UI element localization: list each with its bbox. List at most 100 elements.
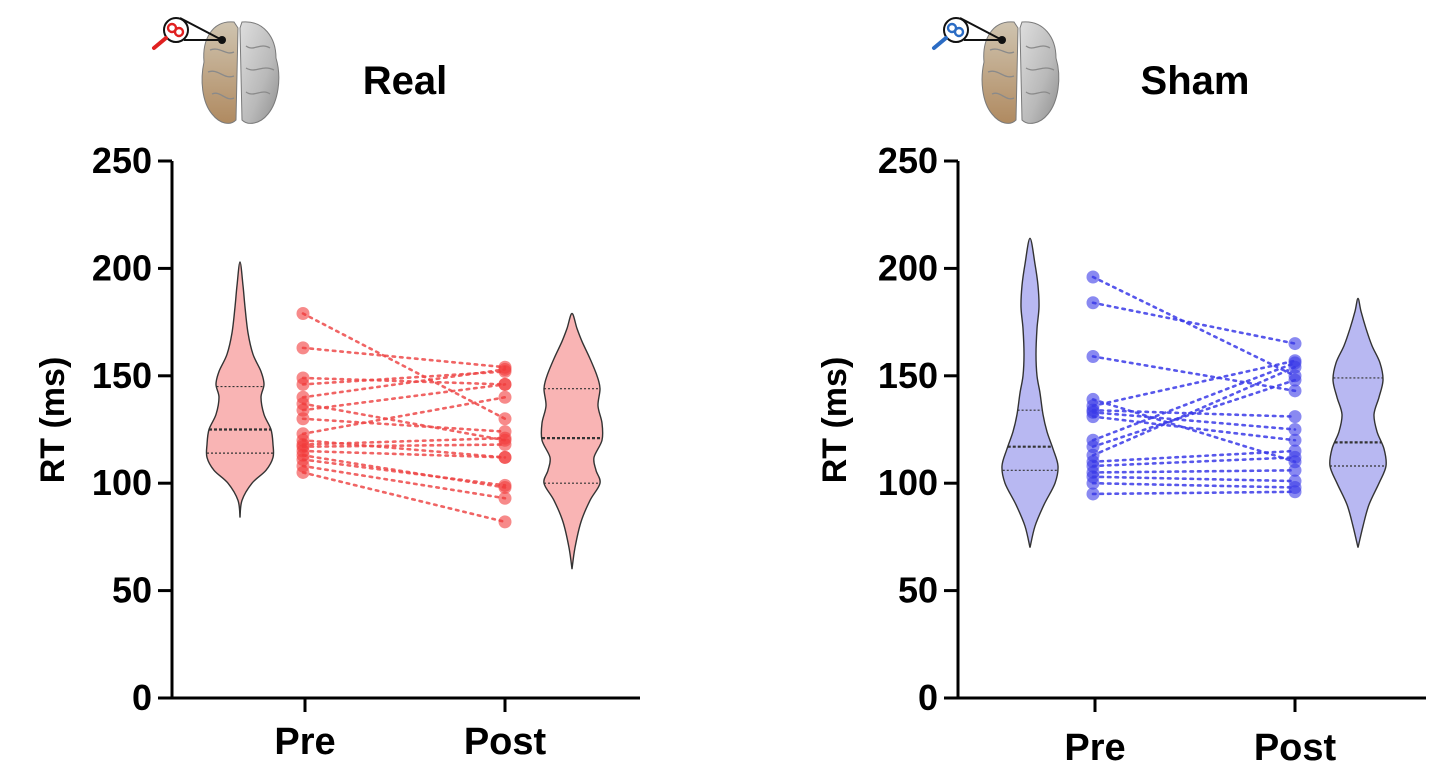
coil-handle xyxy=(152,36,168,50)
pre-point xyxy=(296,465,310,479)
paired-line xyxy=(1091,475,1297,483)
post-point xyxy=(1288,410,1302,424)
y-tick-label: 0 xyxy=(132,677,152,718)
paired-line xyxy=(301,443,507,448)
pre-point xyxy=(1086,270,1100,284)
paired-line xyxy=(301,458,507,487)
panel-title: Real xyxy=(363,59,448,103)
paired-line xyxy=(1091,469,1297,474)
post-point xyxy=(498,478,512,492)
paired-line xyxy=(301,383,507,412)
post-point xyxy=(1288,463,1302,477)
post-point xyxy=(1288,450,1302,464)
pointer-line xyxy=(959,17,1003,41)
post-point xyxy=(498,438,512,452)
post-point xyxy=(498,377,512,391)
y-tick-label: 0 xyxy=(918,677,938,718)
y-tick-label: 50 xyxy=(898,570,938,611)
y-tick-label: 200 xyxy=(878,247,938,288)
paired-line xyxy=(301,436,507,446)
pre-point xyxy=(1086,476,1100,490)
y-tick-label: 250 xyxy=(878,140,938,181)
paired-line xyxy=(1091,361,1297,442)
brain-fold xyxy=(207,70,235,78)
y-tick-label: 50 xyxy=(112,570,152,611)
post-point xyxy=(1288,485,1302,499)
y-tick-label: 150 xyxy=(878,355,938,396)
brain-fold xyxy=(245,45,271,49)
paired-line xyxy=(1091,355,1297,393)
paired-line xyxy=(1091,456,1297,468)
post-point xyxy=(1288,337,1302,351)
paired-line xyxy=(301,376,507,386)
paired-line xyxy=(1091,398,1297,464)
paired-line xyxy=(301,471,507,524)
y-axis-title: RT (ms) xyxy=(34,357,72,484)
post-point xyxy=(498,390,512,404)
paired-line xyxy=(301,417,507,433)
panel-real: Real 0 50 100 150 200 250 Pre Post RT (ms) xyxy=(34,17,640,763)
panel-sham: Sham 0 50 100 150 200 250 Pre Post RT (ms) xyxy=(816,17,1426,769)
x-tick-label: Post xyxy=(464,721,547,763)
post-point xyxy=(1288,360,1302,374)
pre-point xyxy=(296,307,310,321)
paired-line xyxy=(301,312,507,421)
x-tick-label: Pre xyxy=(1064,727,1125,769)
x-tick-label: Pre xyxy=(274,721,335,763)
violin-pre xyxy=(1001,237,1059,548)
pre-point xyxy=(1086,487,1100,501)
post-point xyxy=(498,491,512,505)
y-tick-label: 150 xyxy=(92,355,152,396)
plot-area: 0 50 100 150 200 250 Pre Post xyxy=(92,140,640,763)
brain-fold xyxy=(991,92,1015,100)
pre-point xyxy=(1086,349,1100,363)
paired-line xyxy=(1091,365,1297,457)
brain-fold xyxy=(1025,91,1051,95)
y-tick-label: 200 xyxy=(92,247,152,288)
paired-line xyxy=(1091,449,1297,464)
post-point xyxy=(1288,423,1302,436)
brain-fold xyxy=(245,91,271,95)
brain-stimulation-icon xyxy=(152,17,280,124)
paired-line xyxy=(301,449,507,459)
pre-point xyxy=(296,341,310,355)
post-point xyxy=(1288,433,1302,447)
paired-line xyxy=(301,370,507,386)
paired-line xyxy=(1091,490,1297,496)
panel-title: Sham xyxy=(1141,59,1250,103)
brain-fold xyxy=(1025,67,1055,71)
paired-line xyxy=(301,346,507,369)
y-tick-label: 100 xyxy=(92,462,152,503)
pre-point xyxy=(296,412,310,426)
brain-right-hemisphere xyxy=(239,21,280,124)
x-tick-label: Post xyxy=(1254,727,1337,769)
brain-fold xyxy=(245,67,275,71)
brain-fold xyxy=(989,48,1015,54)
y-axis-title: RT (ms) xyxy=(816,357,854,484)
paired-line xyxy=(1091,378,1297,448)
coil-handle xyxy=(932,36,948,50)
post-point xyxy=(498,515,512,529)
brain-fold xyxy=(987,70,1015,78)
brain-stimulation-icon xyxy=(932,17,1060,124)
brain-right-hemisphere xyxy=(1019,21,1060,124)
paired-line xyxy=(1091,275,1297,378)
y-tick-label: 100 xyxy=(878,462,938,503)
paired-line xyxy=(1091,301,1297,345)
pre-point xyxy=(296,377,310,391)
paired-line xyxy=(1091,411,1297,431)
violin-pre xyxy=(205,261,275,518)
post-point xyxy=(1288,373,1302,387)
violin-post xyxy=(540,312,604,570)
violin-post xyxy=(1329,297,1387,548)
brain-fold xyxy=(211,92,235,100)
paired-line xyxy=(301,395,507,436)
pre-point xyxy=(1086,410,1100,424)
pre-point xyxy=(1086,296,1100,310)
post-point xyxy=(1288,384,1302,398)
coil-loop xyxy=(173,26,185,38)
brain-fold xyxy=(209,48,235,54)
brain-fold xyxy=(1025,45,1051,49)
coil-loop xyxy=(953,26,965,38)
